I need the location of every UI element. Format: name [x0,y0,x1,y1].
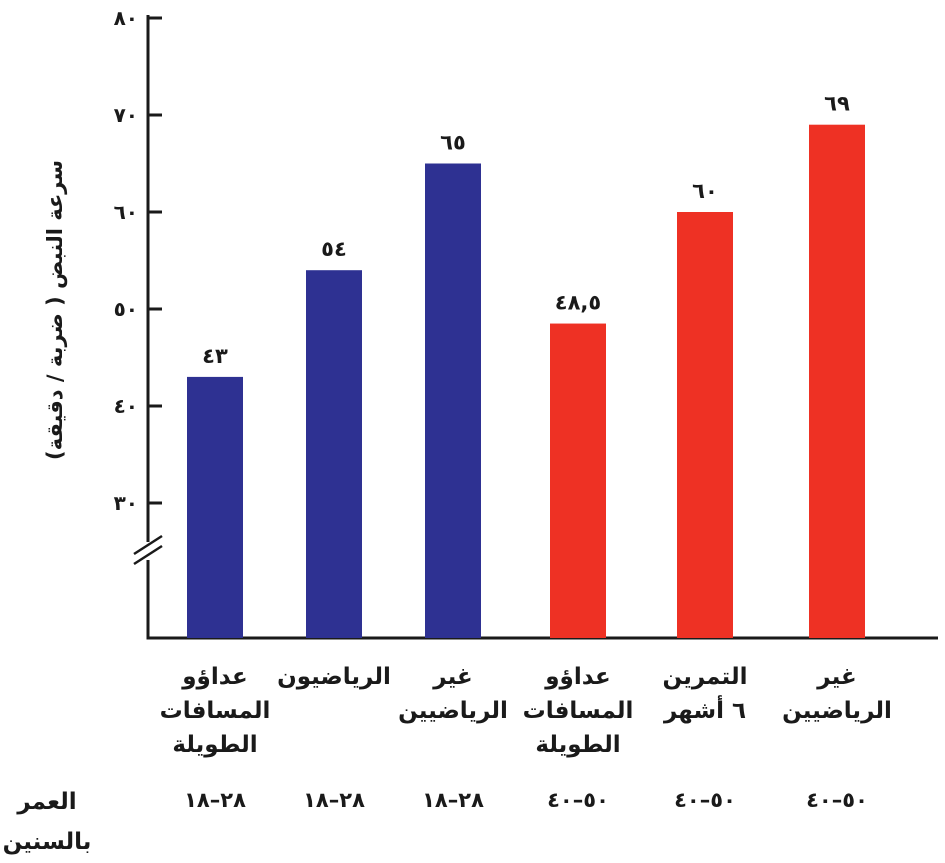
bar [425,163,481,638]
age-group-label: ٢٨–١٨ [422,788,484,812]
bars [187,124,865,638]
age-axis-title: العمر بالسنين [2,789,92,855]
y-axis-ticks: ٣٠ ٤٠ ٥٠ ٦٠ ٧٠ ٨٠ [114,6,162,515]
bar-value-label: ٦٠ [692,179,718,203]
age-group-label: ٥٠–٤٠ [547,788,609,812]
bar-value-label: ٦٩ [824,92,850,116]
age-group-label: ٥٠–٤٠ [674,788,736,812]
bar [306,270,362,638]
age-group-label: ٢٨–١٨ [184,788,246,812]
axis-break-mark [133,544,163,566]
y-axis-label: سرعة النبض ( ضربة / دقيقة) [43,160,67,460]
bar-value-label: ٤٨,٥ [555,291,601,315]
category-label: عداؤو المسافات الطويلة [159,664,271,758]
category-label: التمرين ٦ أشهر [662,664,748,724]
category-label: غير الرياضيين [398,664,508,724]
y-tick-label: ٨٠ [114,6,138,30]
bar [809,124,865,638]
bar [550,323,606,638]
category-label: عداؤو المسافات الطويلة [522,664,634,758]
bar-value-label: ٥٤ [321,237,347,261]
category-label: الرياضيون [277,664,391,690]
axis-break-mark [133,534,163,556]
bar-value-label: ٤٣ [202,344,228,368]
y-tick-label: ٦٠ [114,200,138,224]
y-tick-label: ٤٠ [114,394,138,418]
y-tick-label: ٥٠ [114,297,138,321]
bar [187,376,243,638]
chart-axes [133,15,938,640]
age-group-label: ٢٨–١٨ [303,788,365,812]
bar [677,212,733,638]
category-label: غير الرياضيين [782,664,892,724]
y-tick-label: ٧٠ [114,103,138,127]
value-labels: ٤٣ ٥٤ ٦٥ ٤٨,٥ ٦٠ ٦٩ [202,92,850,368]
y-tick-label: ٣٠ [114,491,138,515]
age-group-label: ٥٠–٤٠ [806,788,868,812]
bar-value-label: ٦٥ [440,131,466,155]
